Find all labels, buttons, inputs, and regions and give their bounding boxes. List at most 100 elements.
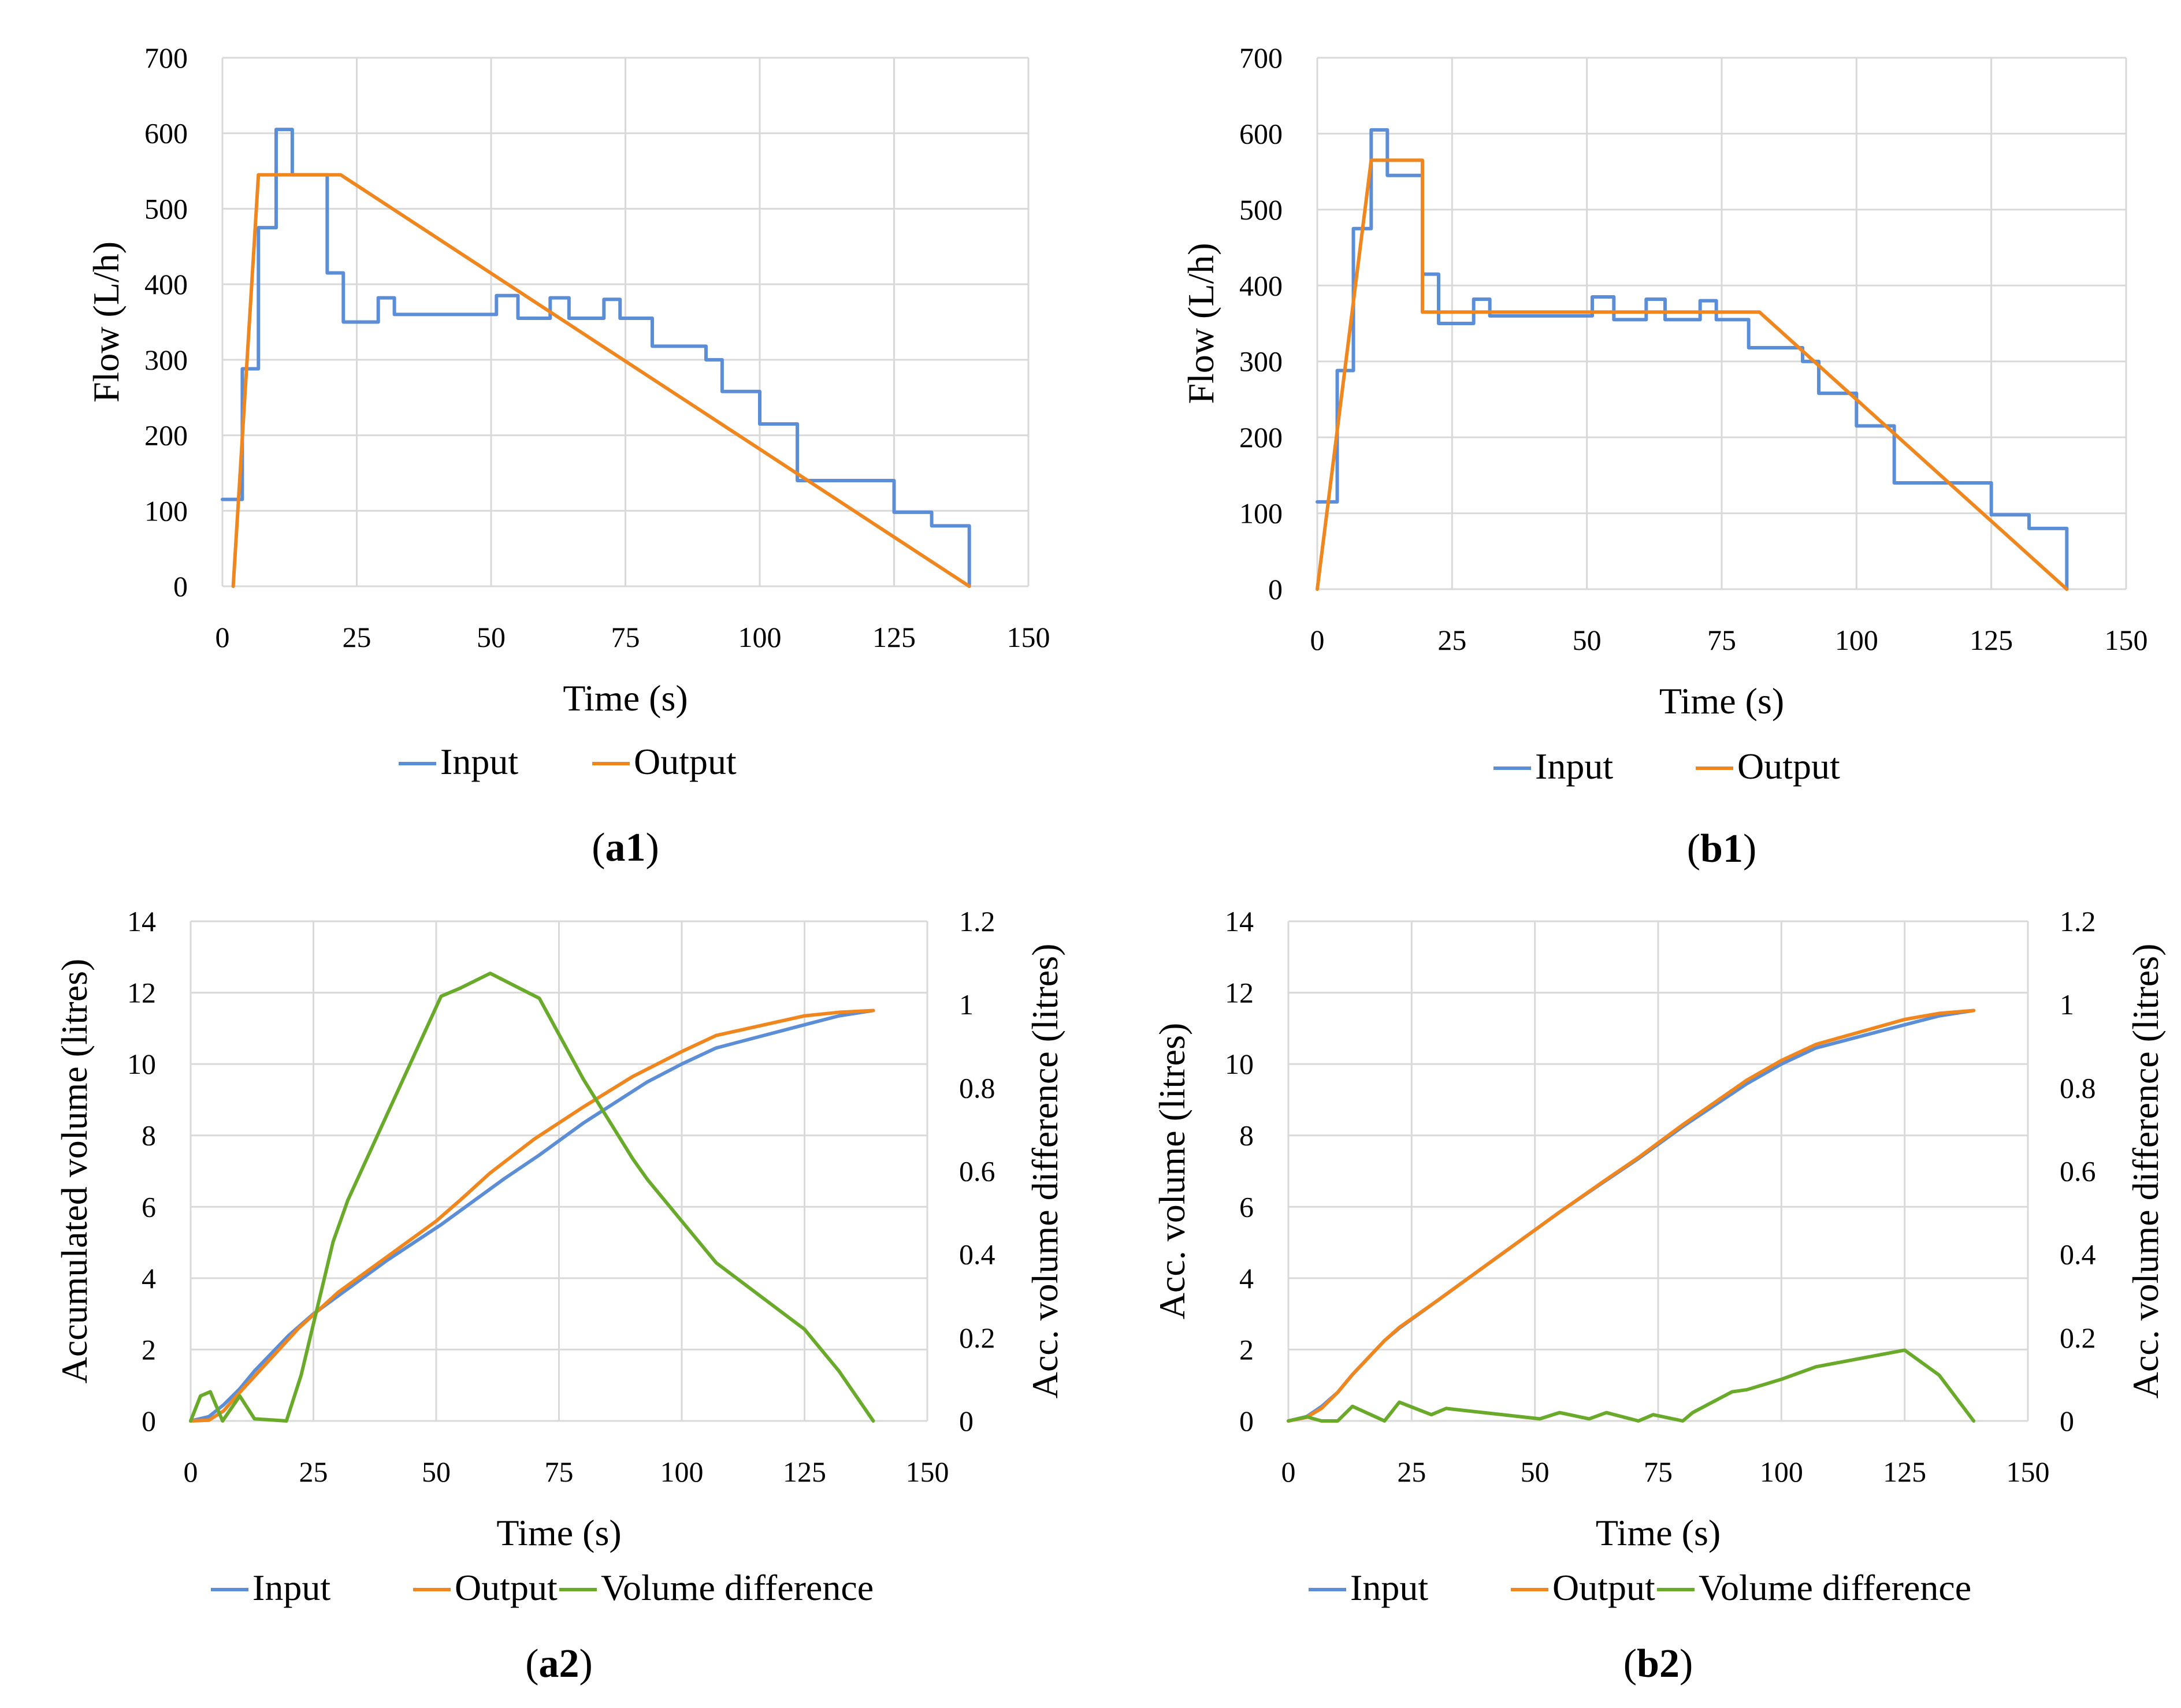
- y-tick-label: 2: [142, 1333, 156, 1365]
- legend: Input Output Volume difference: [1309, 1567, 1971, 1608]
- legend-label: Input: [252, 1567, 330, 1608]
- y2-tick-label: 1: [959, 988, 974, 1021]
- x-tick-label: 150: [906, 1456, 949, 1488]
- x-tick-label: 150: [2007, 1456, 2050, 1488]
- legend-label: Output: [1552, 1567, 1655, 1608]
- y-tick-label: 10: [1225, 1048, 1254, 1080]
- x-tick-label: 75: [545, 1456, 574, 1488]
- x-tick-label: 125: [872, 621, 916, 653]
- series-line-output: [1316, 158, 2069, 591]
- y-tick-label: 12: [1225, 977, 1254, 1009]
- x-axis-label: Time (s): [563, 678, 688, 719]
- x-tick-label: 100: [1760, 1456, 1803, 1488]
- y-tick-label: 300: [144, 344, 188, 376]
- y-tick-label: 8: [142, 1119, 156, 1152]
- y2-tick-label: 0.2: [2060, 1322, 2096, 1354]
- series-line-output: [189, 1009, 875, 1423]
- y-tick-label: 6: [142, 1190, 156, 1223]
- x-tick-label: 0: [184, 1456, 198, 1488]
- panel-label-text: a1: [605, 825, 646, 870]
- panel-label: (a2): [525, 1642, 593, 1686]
- series-line-volume-difference: [189, 972, 875, 1423]
- y2-tick-label: 1: [2060, 988, 2074, 1021]
- legend-label: Input: [1535, 746, 1613, 787]
- x-tick-label: 150: [1007, 621, 1050, 653]
- x-tick-label: 75: [1707, 624, 1736, 656]
- y-tick-label: 4: [1239, 1262, 1254, 1294]
- x-tick-label: 125: [1883, 1456, 1926, 1488]
- y-tick-label: 0: [1239, 1405, 1254, 1437]
- x-tick-label: 100: [1835, 624, 1878, 656]
- y-tick-label: 14: [127, 905, 156, 937]
- x-tick-label: 150: [2105, 624, 2148, 656]
- legend-label: Volume difference: [1699, 1567, 1971, 1608]
- series-line-input: [1287, 1009, 1976, 1423]
- legend: Input Output: [1493, 746, 1840, 787]
- y2-axis-label: Acc. volume difference (litres): [2125, 944, 2166, 1399]
- y-axis-label: Flow (L/h): [86, 241, 127, 403]
- y-tick-label: 12: [127, 977, 156, 1009]
- panel-label: (b2): [1623, 1642, 1693, 1686]
- y2-tick-label: 0.6: [959, 1155, 995, 1188]
- y-tick-label: 500: [1239, 194, 1283, 226]
- chart-a2: 0 25 50 75 100 125 150 0 2 4 6 8 10 12 14 0 0.2 0.4 0.6 0.8…: [54, 905, 1065, 1686]
- x-tick-label: 100: [660, 1456, 704, 1488]
- series-line-input: [1316, 128, 2069, 591]
- x-tick-label: 0: [216, 621, 230, 653]
- panel-label-text: b2: [1637, 1642, 1680, 1686]
- x-tick-label: 50: [422, 1456, 451, 1488]
- x-tick-label: 50: [1573, 624, 1602, 656]
- x-tick-label: 125: [1970, 624, 2013, 656]
- series-line-output: [231, 173, 971, 588]
- y-tick-label: 0: [1268, 573, 1283, 605]
- legend: Input Output: [399, 741, 737, 782]
- y-tick-label: 100: [1239, 497, 1283, 530]
- x-tick-label: 75: [611, 621, 640, 653]
- x-tick-label: 50: [477, 621, 506, 653]
- y2-tick-label: 0.4: [959, 1238, 995, 1271]
- y-tick-label: 700: [1239, 42, 1283, 74]
- x-axis-label: Time (s): [496, 1512, 621, 1553]
- y2-tick-label: 1.2: [2060, 905, 2096, 937]
- panel-label-text: a2: [539, 1642, 579, 1686]
- y-tick-label: 100: [144, 494, 188, 527]
- legend: Input Output Volume difference: [211, 1567, 874, 1608]
- x-tick-label: 75: [1644, 1456, 1673, 1488]
- panel-label-text: b1: [1700, 827, 1743, 871]
- x-tick-label: 100: [738, 621, 782, 653]
- x-tick-label: 125: [783, 1456, 826, 1488]
- y-tick-label: 500: [144, 192, 188, 225]
- y-tick-label: 600: [1239, 117, 1283, 150]
- y-tick-label: 0: [173, 570, 188, 602]
- legend-label: Input: [1350, 1567, 1428, 1608]
- series-line-input: [221, 128, 971, 588]
- y-tick-label: 14: [1225, 905, 1254, 937]
- series-line-output: [1287, 1009, 1976, 1423]
- x-tick-label: 0: [1310, 624, 1325, 656]
- y-tick-label: 0: [142, 1405, 156, 1437]
- series-line-input: [189, 1009, 875, 1423]
- y-tick-label: 700: [144, 42, 188, 74]
- x-tick-label: 0: [1281, 1456, 1296, 1488]
- legend-label: Output: [1737, 746, 1840, 787]
- y2-tick-label: 0: [959, 1405, 974, 1437]
- chart-a1: 0 25 50 75 100 125 150 0 100 200 300 400 500 600 700 Ti…: [86, 42, 1050, 870]
- y-tick-label: 4: [142, 1262, 156, 1294]
- y2-tick-label: 0.8: [959, 1071, 995, 1104]
- y-tick-label: 6: [1239, 1190, 1254, 1223]
- y-tick-label: 400: [1239, 269, 1283, 302]
- chart-b1: 0 25 50 75 100 125 150 0 100 200 300 400 500 600 700 Ti…: [1180, 42, 2148, 871]
- panel-label: (a1): [592, 825, 659, 870]
- legend-label: Volume difference: [601, 1567, 874, 1608]
- x-axis-label: Time (s): [1659, 680, 1784, 721]
- y2-tick-label: 0: [2060, 1405, 2074, 1437]
- y-axis-label: Flow (L/h): [1180, 243, 1221, 404]
- y2-tick-label: 1.2: [959, 905, 995, 937]
- y-tick-label: 600: [144, 117, 188, 150]
- panel-label: (b1): [1687, 827, 1757, 871]
- y2-tick-label: 0.8: [2060, 1071, 2096, 1104]
- y-axis-label: Accumulated volume (litres): [54, 959, 95, 1384]
- legend-label: Output: [634, 741, 737, 782]
- y-tick-label: 400: [144, 268, 188, 300]
